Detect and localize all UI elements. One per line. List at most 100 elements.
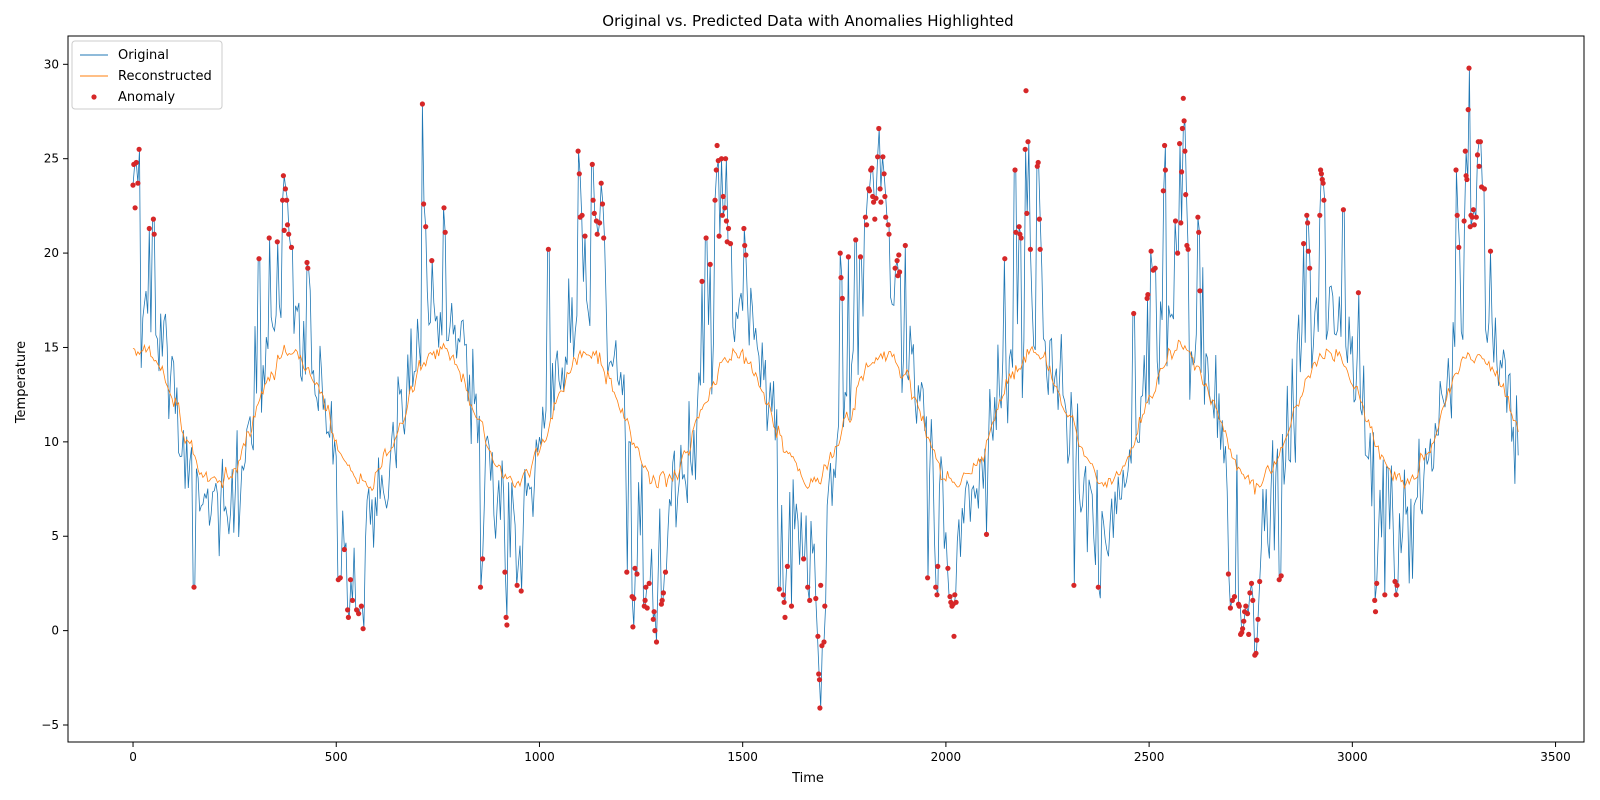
anomaly-point <box>518 588 524 594</box>
anomaly-point <box>1013 229 1019 235</box>
anomaly-point <box>1250 597 1256 604</box>
anomaly-point <box>725 225 732 232</box>
anomaly-point <box>1453 167 1459 173</box>
anomaly-point <box>1321 197 1327 203</box>
anomaly-point <box>896 252 902 258</box>
anomaly-point <box>853 237 859 243</box>
anomaly-point <box>594 231 600 237</box>
anomaly-point <box>1023 88 1029 94</box>
y-tick-label: 0 <box>51 624 59 638</box>
anomaly-point <box>866 188 873 194</box>
anomaly-point <box>875 154 881 160</box>
x-tick-label: 3500 <box>1540 750 1571 764</box>
anomaly-point <box>130 182 136 188</box>
anomaly-point <box>1185 246 1191 252</box>
anomaly-point <box>1318 171 1324 177</box>
anomaly-point <box>882 193 888 200</box>
anomaly-point <box>1131 310 1137 317</box>
anomaly-point <box>589 161 595 167</box>
anomaly-point <box>579 212 585 218</box>
anomaly-point <box>266 235 272 241</box>
anomaly-point <box>782 614 788 621</box>
anomaly-point <box>1255 616 1261 622</box>
anomaly-point <box>1036 216 1042 222</box>
anomaly-point <box>502 569 508 575</box>
y-tick-label: 10 <box>44 435 59 449</box>
anomaly-point <box>660 590 667 596</box>
anomaly-point <box>1471 222 1477 228</box>
legend-box <box>71 40 223 110</box>
anomaly-point <box>1320 180 1326 186</box>
legend: Original Reconstructed Anomaly <box>71 40 223 110</box>
anomaly-point <box>1037 246 1043 252</box>
anomaly-point <box>1467 224 1473 230</box>
anomaly-point <box>1172 218 1179 224</box>
anomaly-point <box>624 569 630 575</box>
anomaly-point <box>935 563 941 570</box>
anomaly-point <box>284 197 290 203</box>
series-line-reconstructed <box>132 339 1519 495</box>
anomaly-point <box>776 586 782 592</box>
anomaly-point <box>871 199 877 205</box>
anomaly-point <box>305 265 311 271</box>
anomaly-point <box>601 235 607 241</box>
anomaly-point <box>146 225 152 232</box>
anomaly-point <box>1469 214 1475 220</box>
anomaly-point <box>845 254 852 260</box>
anomaly-point <box>442 229 448 235</box>
anomaly-point <box>274 239 280 245</box>
anomaly-point <box>741 225 747 232</box>
legend-label: Reconstructed <box>118 69 212 84</box>
anomaly-point <box>805 584 811 590</box>
anomaly-point <box>643 584 649 590</box>
anomaly-point <box>902 242 908 249</box>
anomaly-point <box>358 603 364 609</box>
anomaly-point <box>1183 192 1189 198</box>
anomaly-point <box>864 222 870 228</box>
anomaly-point <box>631 595 637 602</box>
anomaly-point <box>347 577 354 583</box>
anomaly-point <box>837 250 843 256</box>
anomaly-point <box>1002 256 1008 262</box>
anomaly-point <box>838 275 844 281</box>
anomaly-point <box>630 624 636 630</box>
anomaly-point <box>784 563 791 570</box>
anomaly-point <box>1474 152 1481 158</box>
anomaly-point <box>132 205 138 211</box>
anomaly-point <box>925 575 931 581</box>
anomaly-point <box>1372 609 1379 615</box>
x-tick-label: 2500 <box>1134 750 1165 764</box>
anomaly-point <box>1178 220 1184 226</box>
anomaly-point <box>1394 582 1400 588</box>
anomaly-point <box>1152 265 1158 271</box>
chart-title: Original vs. Predicted Data with Anomali… <box>602 12 1013 30</box>
anomaly-point <box>1304 212 1310 218</box>
anomaly-point <box>707 261 713 267</box>
anomaly-point <box>650 616 656 622</box>
anomaly-point <box>877 186 883 192</box>
anomaly-point <box>1248 580 1255 587</box>
anomaly-point <box>719 212 726 218</box>
plot-frame <box>67 35 1585 743</box>
anomaly-point <box>1162 142 1168 149</box>
anomaly-point <box>1307 265 1313 271</box>
anomaly-point <box>817 705 823 711</box>
y-tick-label: 30 <box>44 57 59 71</box>
anomaly-point <box>807 597 813 604</box>
anomaly-point <box>1254 637 1260 643</box>
anomaly-point <box>591 210 597 216</box>
x-axis-label: Time <box>791 771 824 786</box>
anomaly-point <box>1244 611 1251 617</box>
anomaly-point <box>1016 224 1022 230</box>
anomaly-point <box>1461 218 1467 224</box>
anomaly-point <box>1466 65 1472 71</box>
anomaly-point <box>822 603 828 609</box>
anomaly-point <box>951 633 957 639</box>
anomaly-point <box>652 628 658 634</box>
anomaly-point <box>360 626 366 632</box>
anomaly-point <box>1487 248 1494 254</box>
series-line-original <box>132 68 1519 709</box>
anomaly-point <box>1175 250 1181 256</box>
